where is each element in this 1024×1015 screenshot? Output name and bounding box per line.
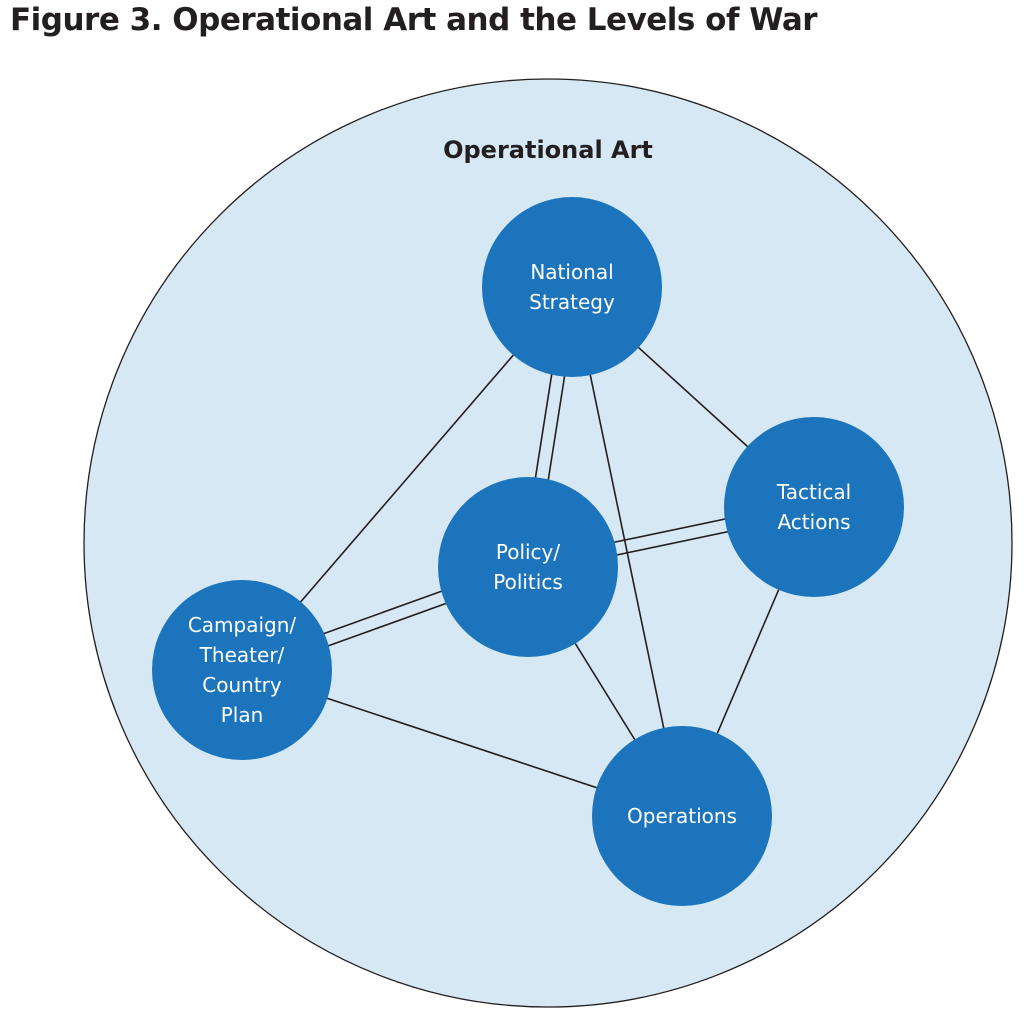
node-campaign: Campaign/Theater/Country Plan	[152, 580, 332, 760]
node-label: Theater/	[199, 643, 285, 667]
node-national: National Strategy	[482, 197, 662, 377]
node-label: Plan	[221, 703, 264, 727]
connector-national-operations	[571, 286, 683, 817]
node-circle	[592, 726, 772, 906]
node-label: Strategy	[529, 290, 615, 314]
operational-art-label: Operational Art	[443, 136, 653, 164]
node-circle	[724, 417, 904, 597]
node-policy: Policy/Politics	[438, 477, 618, 657]
node-label: National	[530, 260, 613, 284]
figure-title: Figure 3. Operational Art and the Levels…	[10, 2, 818, 38]
node-circle	[152, 580, 332, 760]
node-label: Tactical	[776, 480, 851, 504]
node-label: Operations	[627, 804, 737, 828]
node-operations: Operations	[592, 726, 772, 906]
node-label: Actions	[777, 510, 850, 534]
node-label: Campaign/	[188, 613, 297, 637]
node-label: Policy/	[496, 540, 561, 564]
node-label: Country	[202, 673, 282, 697]
node-circle	[438, 477, 618, 657]
node-tactical: Tactical Actions	[724, 417, 904, 597]
node-circle	[482, 197, 662, 377]
node-label: Politics	[493, 570, 563, 594]
